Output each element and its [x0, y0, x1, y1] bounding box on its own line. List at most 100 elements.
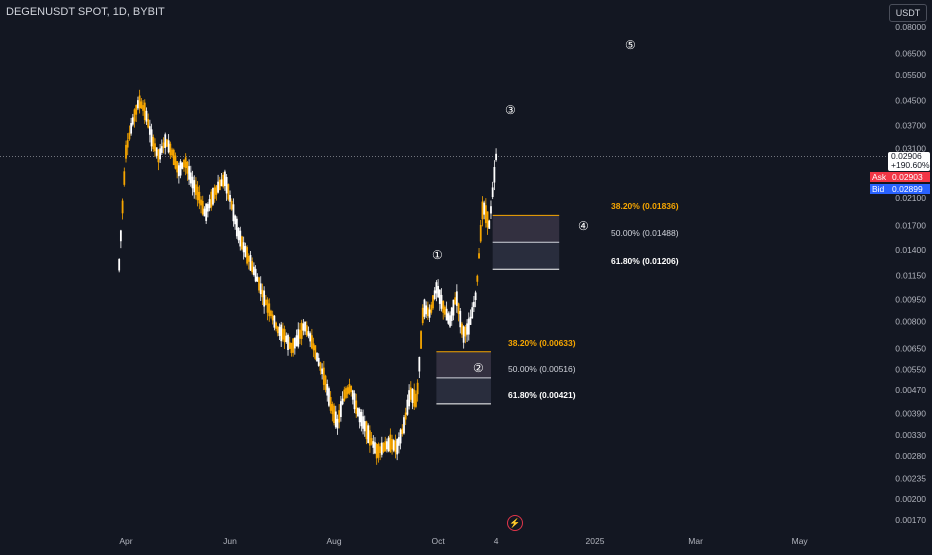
time-tick-label: Aug — [327, 536, 342, 546]
candle-body — [206, 204, 209, 212]
candle-body — [382, 443, 385, 452]
candle-body — [310, 335, 313, 349]
candle-body — [321, 368, 324, 375]
candle-body — [346, 387, 349, 395]
ask-label: Ask — [870, 172, 889, 182]
candle-body — [409, 387, 412, 400]
candle-body — [268, 303, 271, 317]
candle-body — [351, 390, 354, 400]
price-tick-label: 0.04500 — [895, 96, 926, 106]
candle-body — [399, 429, 402, 444]
candle-body — [455, 291, 458, 306]
candle-body — [205, 203, 208, 221]
candle-body — [295, 335, 298, 346]
candle-body — [271, 314, 274, 321]
fib-retracement-lower[interactable] — [436, 351, 491, 405]
time-scale[interactable]: Apr Jun Aug Oct 4 2025 Mar May — [119, 536, 808, 546]
last-price-value: 0.02906 — [891, 151, 922, 161]
candle-body — [430, 304, 433, 313]
candle-body — [292, 338, 295, 353]
candle-body — [432, 295, 434, 309]
candle-body — [254, 268, 257, 282]
candle-body — [418, 356, 421, 372]
candle-body — [362, 416, 364, 429]
candle-body — [244, 246, 247, 257]
candle-body — [319, 362, 322, 371]
candle-body — [375, 443, 378, 459]
wave-label-5: ⑤ — [625, 38, 636, 52]
candle-body — [196, 186, 199, 201]
candle-body — [143, 102, 146, 120]
candle-body — [208, 199, 211, 209]
candle-body — [445, 308, 448, 321]
candle-body — [358, 408, 361, 423]
candle-body — [435, 282, 438, 294]
lightning-icon[interactable]: ⚡ — [507, 515, 523, 531]
candle-body — [413, 389, 416, 407]
time-tick-label: Jun — [223, 536, 237, 546]
candle-body — [123, 171, 126, 185]
candle-body — [241, 236, 243, 250]
price-tick-label: 0.03100 — [895, 143, 926, 153]
candle-body — [300, 322, 303, 339]
candle-body — [177, 165, 180, 177]
candle-body — [478, 253, 480, 259]
price-tick-label: 0.00170 — [895, 515, 926, 525]
candle-body — [224, 171, 226, 187]
candle-body — [285, 335, 288, 343]
candle-body — [348, 383, 351, 394]
candle-body — [150, 129, 153, 147]
candles — [118, 89, 497, 465]
candle-body — [461, 323, 463, 335]
candle-body — [239, 230, 242, 247]
candle-body — [179, 161, 182, 176]
candle-body — [191, 176, 194, 189]
candle-body — [334, 411, 337, 428]
candle-body — [437, 285, 439, 298]
time-tick-label: 2025 — [586, 536, 605, 546]
candle-body — [121, 200, 124, 214]
price-tick-label: 0.03700 — [895, 121, 926, 131]
candle-body — [166, 139, 168, 147]
candle-body — [126, 140, 129, 148]
candle-body — [169, 143, 172, 156]
candle-body — [307, 331, 310, 337]
candle-body — [490, 206, 492, 214]
candle-body — [473, 301, 475, 308]
candle-body — [125, 144, 127, 159]
candle-body — [138, 95, 141, 109]
fib-retracement-upper[interactable] — [492, 214, 560, 270]
candle-body — [217, 181, 219, 193]
candle-body — [259, 283, 262, 295]
candle-body — [184, 157, 187, 169]
candle-body — [479, 224, 482, 242]
candle-body — [275, 322, 277, 329]
candle-body — [377, 444, 380, 458]
candle-body — [293, 337, 296, 349]
candle-body — [242, 242, 245, 253]
candle-body — [218, 179, 221, 191]
candle-body — [370, 438, 373, 445]
candle-body — [232, 204, 235, 222]
candle-body — [457, 303, 460, 315]
time-tick-label: Oct — [431, 536, 445, 546]
candle-body — [374, 442, 376, 454]
candle-body — [365, 421, 368, 440]
candle-body — [172, 149, 175, 166]
price-tick-label: 0.00470 — [895, 385, 926, 395]
candle-body — [379, 446, 382, 454]
fib-lower-382-label: 38.20% (0.00633) — [508, 338, 576, 348]
candle-body — [488, 220, 491, 229]
candle-body — [403, 417, 405, 434]
candle-body — [145, 110, 148, 122]
price-tick-label: 0.02100 — [895, 193, 926, 203]
candle-body — [234, 215, 237, 225]
candle-body — [157, 149, 160, 163]
candle-body — [258, 277, 260, 291]
candle-body — [152, 137, 155, 150]
price-scale[interactable]: 0.08000 0.06500 0.05500 0.04500 0.03700 0.031… — [895, 22, 926, 525]
currency-button[interactable]: USDT — [889, 4, 927, 22]
candle-body — [215, 185, 218, 195]
